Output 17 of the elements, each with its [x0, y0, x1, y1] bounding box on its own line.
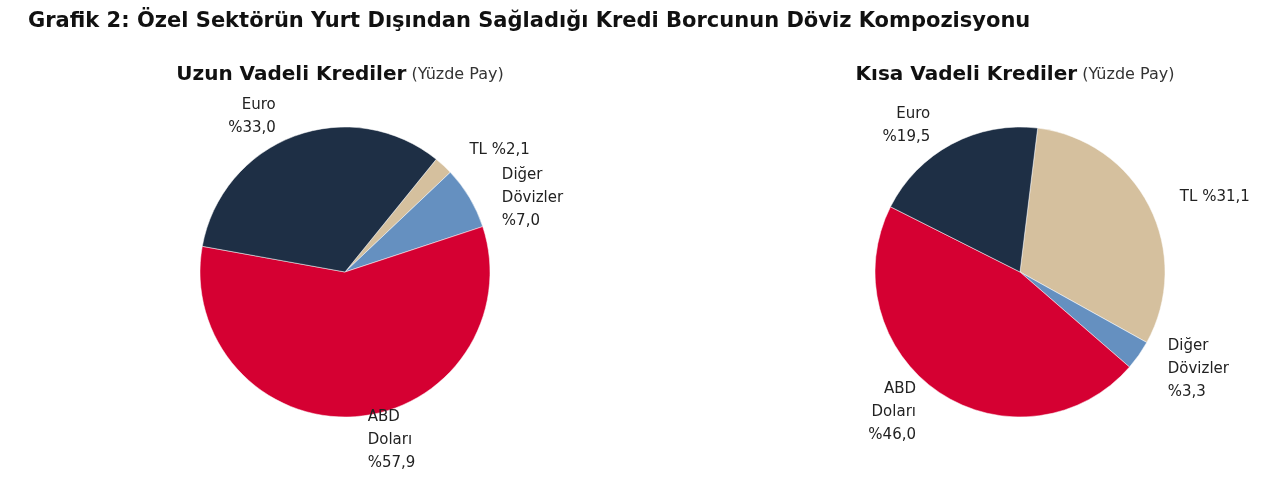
slice-label: Diğer Dövizler — [501, 165, 564, 207]
slice-label: Euro — [896, 104, 931, 123]
data-label: %57,9 — [367, 452, 416, 471]
slice-label: Diğer Dövizler — [1167, 335, 1230, 377]
chart-subtitle: Kısa Vadeli Krediler (Yüzde Pay) — [855, 61, 1175, 85]
slice-label: TL %31,1 — [1178, 187, 1250, 206]
data-label: %46,0 — [868, 424, 916, 443]
slice-label: TL %2,1 — [468, 140, 530, 159]
slice-label: ABD Doları — [871, 378, 916, 420]
slice-label: Euro — [241, 94, 276, 113]
chart-title: Grafik 2: Özel Sektörün Yurt Dışından Sağladığı Kredi Borcunun Döviz Kompozisyonu — [28, 8, 1031, 32]
data-label: %7,0 — [501, 211, 540, 230]
slice-label: ABD Doları — [367, 406, 413, 448]
data-label: %19,5 — [882, 127, 931, 146]
data-label: %33,0 — [228, 117, 276, 136]
chart-subtitle: Uzun Vadeli Krediler (Yüzde Pay) — [176, 61, 504, 85]
data-label: %3,3 — [1167, 381, 1206, 400]
